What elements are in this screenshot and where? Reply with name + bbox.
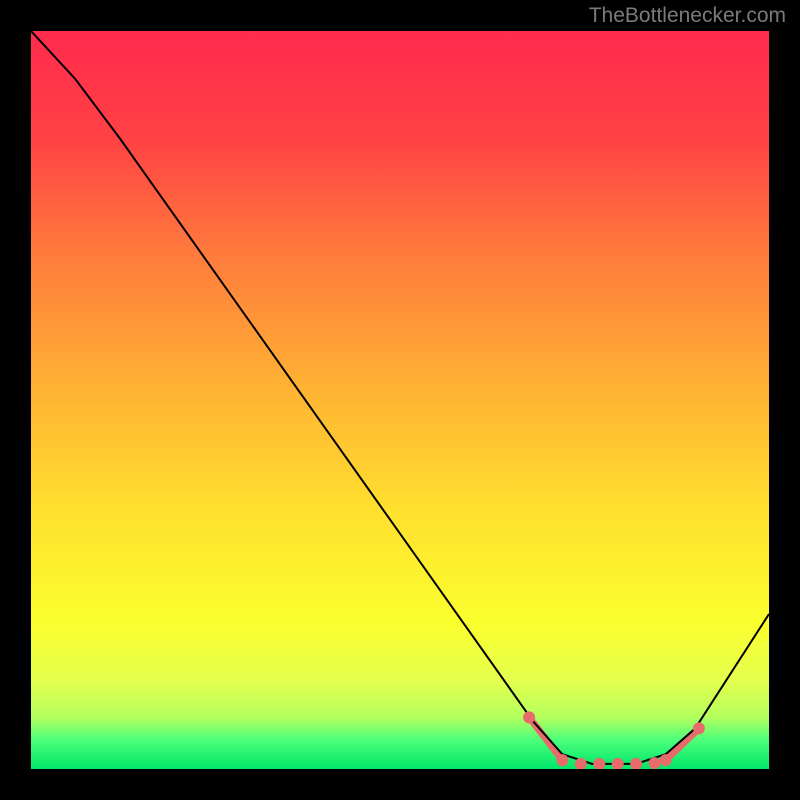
chart-svg — [31, 31, 769, 769]
marker-dot — [556, 754, 568, 766]
marker-dot — [649, 757, 661, 769]
marker-dot — [612, 758, 624, 769]
marker-dot — [630, 758, 642, 769]
marker-dot — [660, 754, 672, 766]
marker-dot — [693, 722, 705, 734]
plot-area — [31, 31, 769, 769]
marker-segments-group — [529, 717, 699, 760]
watermark-text: TheBottlenecker.com — [589, 4, 786, 28]
marker-dot — [523, 711, 535, 723]
bottleneck-curve — [31, 31, 769, 764]
marker-segment — [666, 728, 699, 760]
marker-dot — [593, 758, 605, 769]
